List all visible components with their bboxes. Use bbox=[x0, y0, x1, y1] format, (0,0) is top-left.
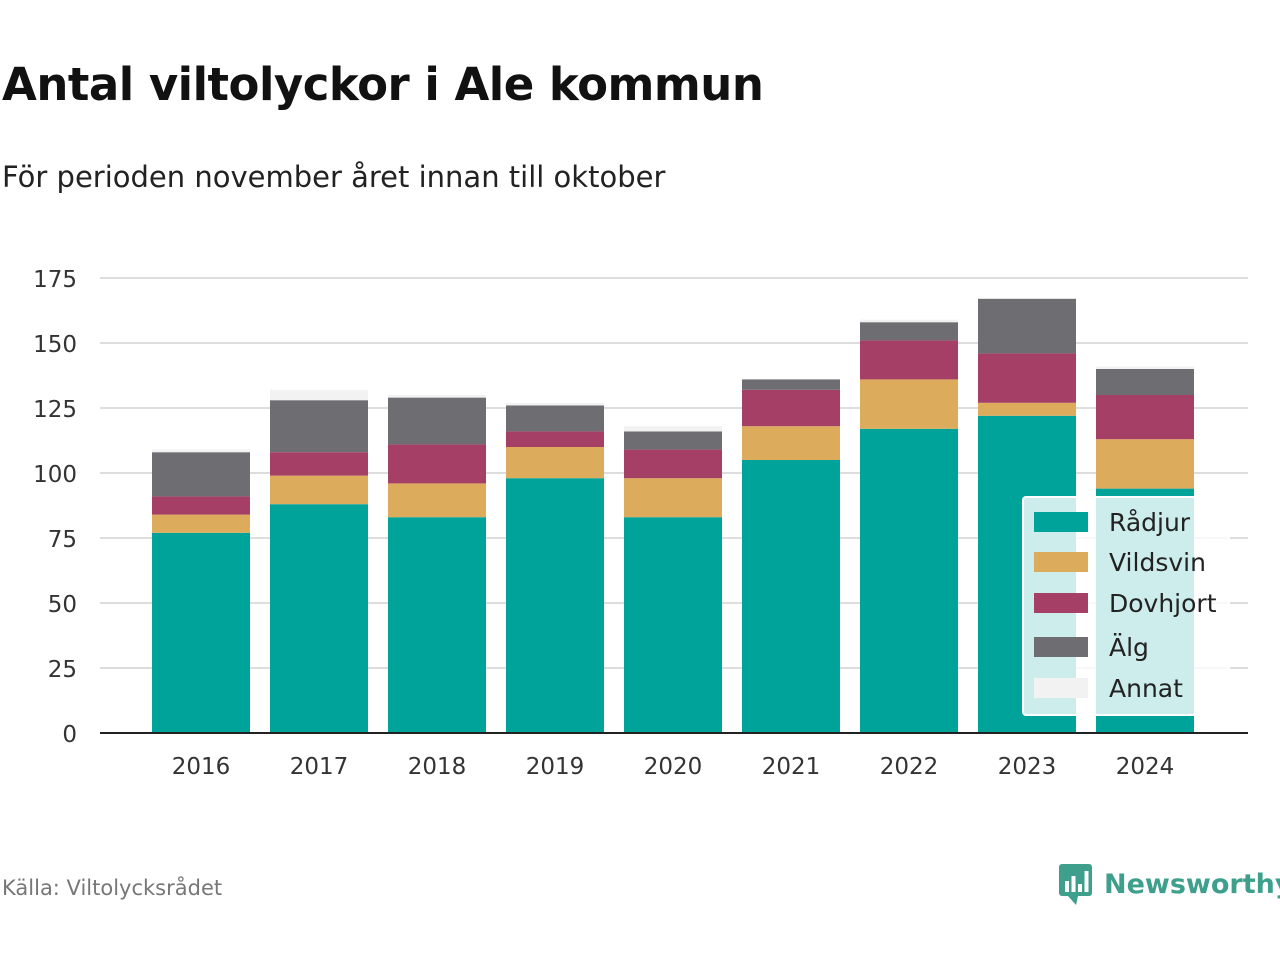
bar-segment-älg-2016 bbox=[152, 452, 250, 497]
bar-segment-dovhjort-2017 bbox=[270, 452, 368, 476]
bar-segment-vildsvin-2022 bbox=[860, 379, 958, 429]
bar-segment-dovhjort-2016 bbox=[152, 496, 250, 515]
bar-segment-annat-2016 bbox=[152, 449, 250, 453]
brand-logo: Newsworthy bbox=[1058, 862, 1280, 906]
y-tick-label: 125 bbox=[33, 397, 77, 423]
y-tick-label: 25 bbox=[48, 657, 77, 683]
bar-segment-annat-2022 bbox=[860, 319, 958, 323]
bar-segment-älg-2021 bbox=[742, 379, 840, 390]
bar-segment-rådjur-2018 bbox=[388, 517, 486, 733]
y-tick-label: 0 bbox=[62, 722, 77, 748]
bar-segment-älg-2018 bbox=[388, 397, 486, 445]
chart-title: Antal viltolyckor i Ale kommun bbox=[2, 58, 764, 111]
bar-segment-annat-2019 bbox=[506, 402, 604, 406]
bar-segment-annat-2017 bbox=[270, 389, 368, 401]
bar-segment-rådjur-2021 bbox=[742, 460, 840, 733]
legend-label: Annat bbox=[1109, 674, 1183, 703]
bar-segment-älg-2017 bbox=[270, 400, 368, 453]
bar-segment-dovhjort-2024 bbox=[1096, 395, 1194, 440]
bar-segment-dovhjort-2020 bbox=[624, 449, 722, 479]
bar-segment-dovhjort-2023 bbox=[978, 353, 1076, 403]
bar-segment-dovhjort-2018 bbox=[388, 444, 486, 484]
x-tick-label: 2019 bbox=[526, 754, 585, 780]
bar-segment-älg-2020 bbox=[624, 431, 722, 450]
y-axis-ticks: 0 25 50 75 100 125 150 175 bbox=[33, 267, 77, 748]
bar-segment-älg-2022 bbox=[860, 322, 958, 341]
y-tick-label: 175 bbox=[33, 267, 77, 293]
legend-swatch-vildsvin bbox=[1034, 552, 1088, 572]
x-tick-label: 2017 bbox=[290, 754, 349, 780]
bar-segment-vildsvin-2024 bbox=[1096, 439, 1194, 489]
legend-box bbox=[1022, 496, 1230, 716]
bar-segment-vildsvin-2023 bbox=[978, 402, 1076, 416]
bar-segment-vildsvin-2016 bbox=[152, 514, 250, 533]
legend-label: Rådjur bbox=[1109, 508, 1191, 537]
bar-segment-älg-2024 bbox=[1096, 369, 1194, 395]
bar-segment-rådjur-2019 bbox=[506, 478, 604, 733]
bar-segment-vildsvin-2020 bbox=[624, 478, 722, 518]
newsworthy-logo-icon bbox=[1059, 864, 1092, 905]
bar-segment-vildsvin-2021 bbox=[742, 426, 840, 460]
x-tick-label: 2021 bbox=[762, 754, 821, 780]
bar-segment-annat-2024 bbox=[1096, 366, 1194, 369]
bar-segment-dovhjort-2019 bbox=[506, 431, 604, 447]
chart-subtitle: För perioden november året innan till ok… bbox=[2, 160, 666, 194]
bar-segment-rådjur-2016 bbox=[152, 532, 250, 733]
brand-name: Newsworthy bbox=[1104, 868, 1280, 900]
x-tick-label: 2020 bbox=[644, 754, 703, 780]
y-tick-label: 150 bbox=[33, 332, 77, 358]
legend-label: Älg bbox=[1109, 633, 1149, 662]
x-tick-label: 2022 bbox=[880, 754, 939, 780]
bar-segment-rådjur-2020 bbox=[624, 517, 722, 733]
bar-segment-rådjur-2017 bbox=[270, 504, 368, 733]
legend-swatch-annat bbox=[1034, 678, 1088, 698]
y-tick-label: 75 bbox=[48, 527, 77, 553]
legend-swatch-dovhjort bbox=[1034, 593, 1088, 613]
legend-label: Dovhjort bbox=[1109, 589, 1217, 618]
bar-segment-dovhjort-2021 bbox=[742, 389, 840, 427]
legend-label: Vildsvin bbox=[1109, 548, 1206, 577]
source-note: Källa: Viltolycksrådet bbox=[2, 876, 223, 900]
bar-segment-annat-2020 bbox=[624, 426, 722, 432]
bars bbox=[152, 298, 1194, 733]
bar-segment-vildsvin-2018 bbox=[388, 483, 486, 518]
bar-segment-vildsvin-2017 bbox=[270, 475, 368, 505]
legend-swatch-älg bbox=[1034, 637, 1088, 657]
x-tick-label: 2023 bbox=[998, 754, 1057, 780]
x-tick-label: 2024 bbox=[1116, 754, 1175, 780]
x-tick-label: 2016 bbox=[172, 754, 231, 780]
bar-segment-älg-2023 bbox=[978, 298, 1076, 354]
bar-segment-dovhjort-2022 bbox=[860, 340, 958, 380]
legend-swatch-rådjur bbox=[1034, 512, 1088, 532]
bar-segment-vildsvin-2019 bbox=[506, 447, 604, 479]
legend: Rådjur Vildsvin Dovhjort Älg Annat bbox=[1022, 496, 1230, 716]
bar-segment-älg-2019 bbox=[506, 405, 604, 432]
bar-segment-rådjur-2022 bbox=[860, 428, 958, 733]
x-tick-label: 2018 bbox=[408, 754, 467, 780]
x-axis-ticks: 2016 2017 2018 2019 2020 2021 2022 2023 2024 bbox=[100, 732, 1248, 780]
y-tick-label: 100 bbox=[33, 462, 77, 488]
bar-segment-annat-2018 bbox=[388, 395, 486, 398]
y-tick-label: 50 bbox=[48, 592, 77, 618]
